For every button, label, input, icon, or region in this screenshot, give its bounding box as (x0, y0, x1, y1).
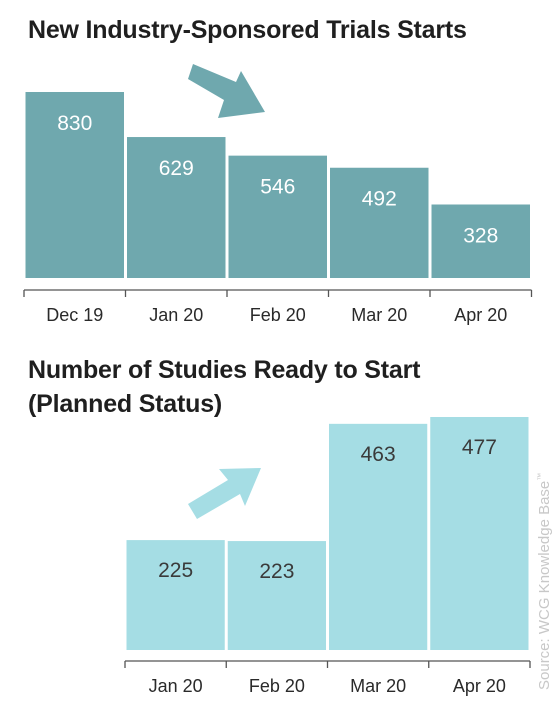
data-label: 463 (361, 443, 396, 466)
bar-apr-20 (431, 204, 530, 278)
source-text: Source: WCG Knowledge Base (536, 480, 553, 690)
x-tick-label: Feb 20 (249, 676, 305, 696)
data-label: 492 (362, 188, 397, 211)
chart-trial-starts: 830 629 546 492 328 Dec 19 Jan 20 Feb 20 Mar 20… (23, 64, 533, 325)
x-tick-label: Apr 20 (453, 676, 506, 696)
bar-apr-20 (430, 417, 529, 650)
bar-dec-19 (25, 92, 124, 278)
bar-jan-20 (127, 137, 226, 278)
trend-arrow-up-icon (188, 468, 261, 519)
x-tick-label: Jan 20 (149, 305, 203, 325)
chart-title-studies-ready: Number of Studies Ready to Start (Planne… (28, 353, 420, 421)
bar-feb-20 (228, 155, 327, 278)
x-tick-label: Jan 20 (149, 676, 203, 696)
data-label: 546 (260, 176, 295, 199)
data-label: 223 (259, 560, 294, 583)
source-note: Source: WCG Knowledge Base™ (536, 473, 553, 690)
x-tick-label: Apr 20 (454, 305, 507, 325)
data-label: 328 (463, 224, 498, 247)
trademark-mark: ™ (536, 472, 545, 481)
data-label: 225 (158, 559, 193, 582)
bar-feb-20 (227, 541, 326, 650)
trend-arrow-down-icon (188, 64, 265, 118)
data-label: 830 (57, 112, 92, 135)
x-tick-label: Feb 20 (250, 305, 306, 325)
data-label: 477 (462, 436, 497, 459)
x-tick-label: Dec 19 (46, 305, 103, 325)
data-label: 629 (159, 157, 194, 180)
x-tick-label: Mar 20 (350, 676, 406, 696)
bar-jan-20 (126, 540, 225, 650)
bar-mar-20 (329, 423, 428, 650)
x-tick-label: Mar 20 (351, 305, 407, 325)
bar-mar-20 (330, 167, 429, 278)
chart-title-trial-starts: New Industry-Sponsored Trials Starts (28, 16, 467, 44)
chart-title-line-2: (Planned Status) (28, 390, 223, 418)
chart-title-line-1: Number of Studies Ready to Start (28, 356, 421, 384)
